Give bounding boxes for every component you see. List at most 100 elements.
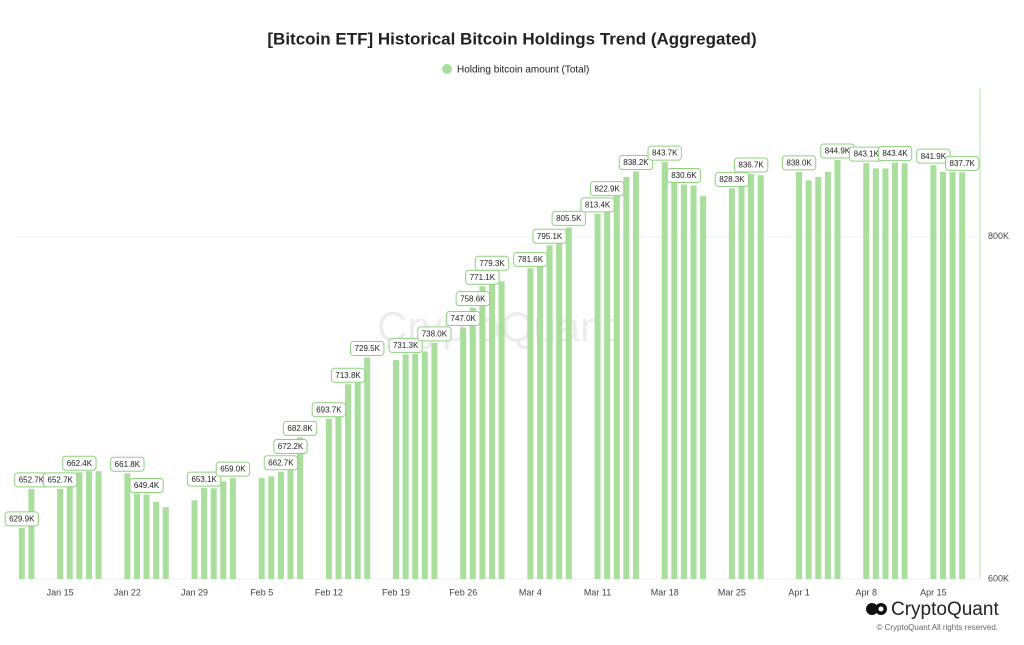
legend-marker bbox=[442, 64, 452, 74]
value-label-box bbox=[263, 455, 299, 471]
bar bbox=[613, 188, 620, 579]
bar bbox=[536, 260, 543, 579]
value-label-box bbox=[110, 456, 145, 472]
bar bbox=[824, 171, 831, 579]
value-label: 662.7K bbox=[268, 458, 294, 467]
x-tick-label: Mar 11 bbox=[584, 587, 611, 597]
bar bbox=[728, 188, 735, 579]
bar bbox=[671, 182, 678, 580]
bar bbox=[393, 360, 400, 579]
value-label: 661.8K bbox=[115, 460, 141, 469]
value-label: 758.6K bbox=[460, 294, 486, 303]
value-label: 747.0K bbox=[451, 314, 477, 323]
bar bbox=[124, 473, 131, 579]
bar bbox=[201, 488, 208, 579]
bar bbox=[805, 180, 812, 579]
value-label-box bbox=[62, 455, 97, 471]
bar bbox=[479, 286, 486, 579]
bar bbox=[325, 418, 332, 579]
y-tick-label: 600K bbox=[988, 573, 1009, 583]
bar bbox=[690, 185, 697, 579]
bar bbox=[460, 327, 467, 579]
value-label: 713.8K bbox=[335, 371, 361, 380]
bar bbox=[76, 472, 83, 579]
value-label-box bbox=[215, 461, 251, 477]
value-label: 837.7K bbox=[950, 159, 976, 168]
bar bbox=[959, 172, 966, 579]
value-label: 838.2K bbox=[623, 158, 649, 167]
bar bbox=[95, 471, 102, 579]
bar bbox=[757, 175, 764, 580]
value-label: 843.4K bbox=[882, 149, 908, 158]
value-label: 649.4K bbox=[134, 481, 160, 490]
x-tick-label: Jan 15 bbox=[47, 587, 74, 597]
x-tick-label: Mar 18 bbox=[651, 587, 679, 597]
x-tick-label: Feb 12 bbox=[315, 587, 343, 597]
bar bbox=[594, 213, 601, 579]
value-label: 652.7K bbox=[19, 475, 45, 484]
bar bbox=[335, 407, 342, 579]
bar bbox=[834, 160, 841, 580]
bar bbox=[364, 357, 371, 579]
bar bbox=[354, 373, 361, 579]
value-label-box bbox=[580, 197, 615, 213]
value-label: 693.7K bbox=[316, 405, 342, 414]
value-label: 653.1K bbox=[191, 475, 217, 484]
bar bbox=[940, 171, 947, 579]
bar bbox=[258, 478, 265, 579]
value-label: 771.1K bbox=[470, 273, 496, 282]
value-label: 822.9K bbox=[594, 184, 620, 193]
bar bbox=[930, 165, 937, 579]
value-label: 838.0K bbox=[786, 158, 812, 167]
x-tick-label: Jan 29 bbox=[181, 587, 208, 597]
value-label: 659.0K bbox=[220, 465, 246, 474]
value-labels: 629.9K 652.7K 652.7K 662.4K 661.8K 649.4K 653.… bbox=[4, 143, 980, 527]
value-label: 843.1K bbox=[854, 150, 880, 159]
bar bbox=[815, 176, 822, 579]
value-label: 813.4K bbox=[585, 201, 611, 210]
value-label-box bbox=[714, 171, 750, 187]
bar bbox=[882, 168, 889, 580]
bar bbox=[527, 268, 534, 579]
bar bbox=[632, 171, 639, 579]
value-label: 844.9K bbox=[825, 147, 851, 156]
bar bbox=[748, 174, 755, 579]
bar bbox=[469, 307, 476, 579]
bar bbox=[85, 471, 92, 579]
bar bbox=[546, 245, 553, 579]
value-label: 731.3K bbox=[393, 341, 419, 350]
brand-logo bbox=[866, 603, 887, 615]
value-label-box bbox=[877, 146, 913, 162]
bar bbox=[604, 197, 611, 580]
value-label-box bbox=[43, 472, 78, 488]
bar bbox=[402, 354, 409, 579]
bar bbox=[623, 176, 630, 579]
value-label: 795.1K bbox=[537, 232, 563, 241]
value-label: 682.8K bbox=[287, 424, 313, 433]
bar bbox=[277, 471, 284, 579]
bar bbox=[863, 163, 870, 579]
bar bbox=[489, 272, 495, 579]
value-label-box bbox=[186, 471, 222, 487]
value-label: 652.7K bbox=[48, 475, 74, 484]
bar bbox=[498, 281, 505, 579]
value-label-box bbox=[129, 477, 164, 493]
bar bbox=[872, 168, 879, 580]
value-label-box bbox=[666, 167, 702, 183]
value-label: 662.4K bbox=[67, 459, 93, 468]
bar bbox=[210, 488, 217, 579]
bar bbox=[412, 354, 419, 579]
bar bbox=[18, 527, 25, 579]
bar bbox=[565, 227, 572, 580]
x-tick-label: Apr 8 bbox=[855, 587, 877, 597]
brand-name: CryptoQuant bbox=[891, 599, 999, 620]
bar bbox=[220, 481, 227, 579]
value-label: 828.3K bbox=[719, 175, 745, 184]
bar bbox=[949, 171, 956, 579]
value-label-box bbox=[647, 145, 682, 161]
value-label: 836.7K bbox=[738, 161, 764, 170]
bar bbox=[28, 488, 35, 579]
bar bbox=[421, 351, 428, 579]
bar bbox=[143, 494, 150, 579]
